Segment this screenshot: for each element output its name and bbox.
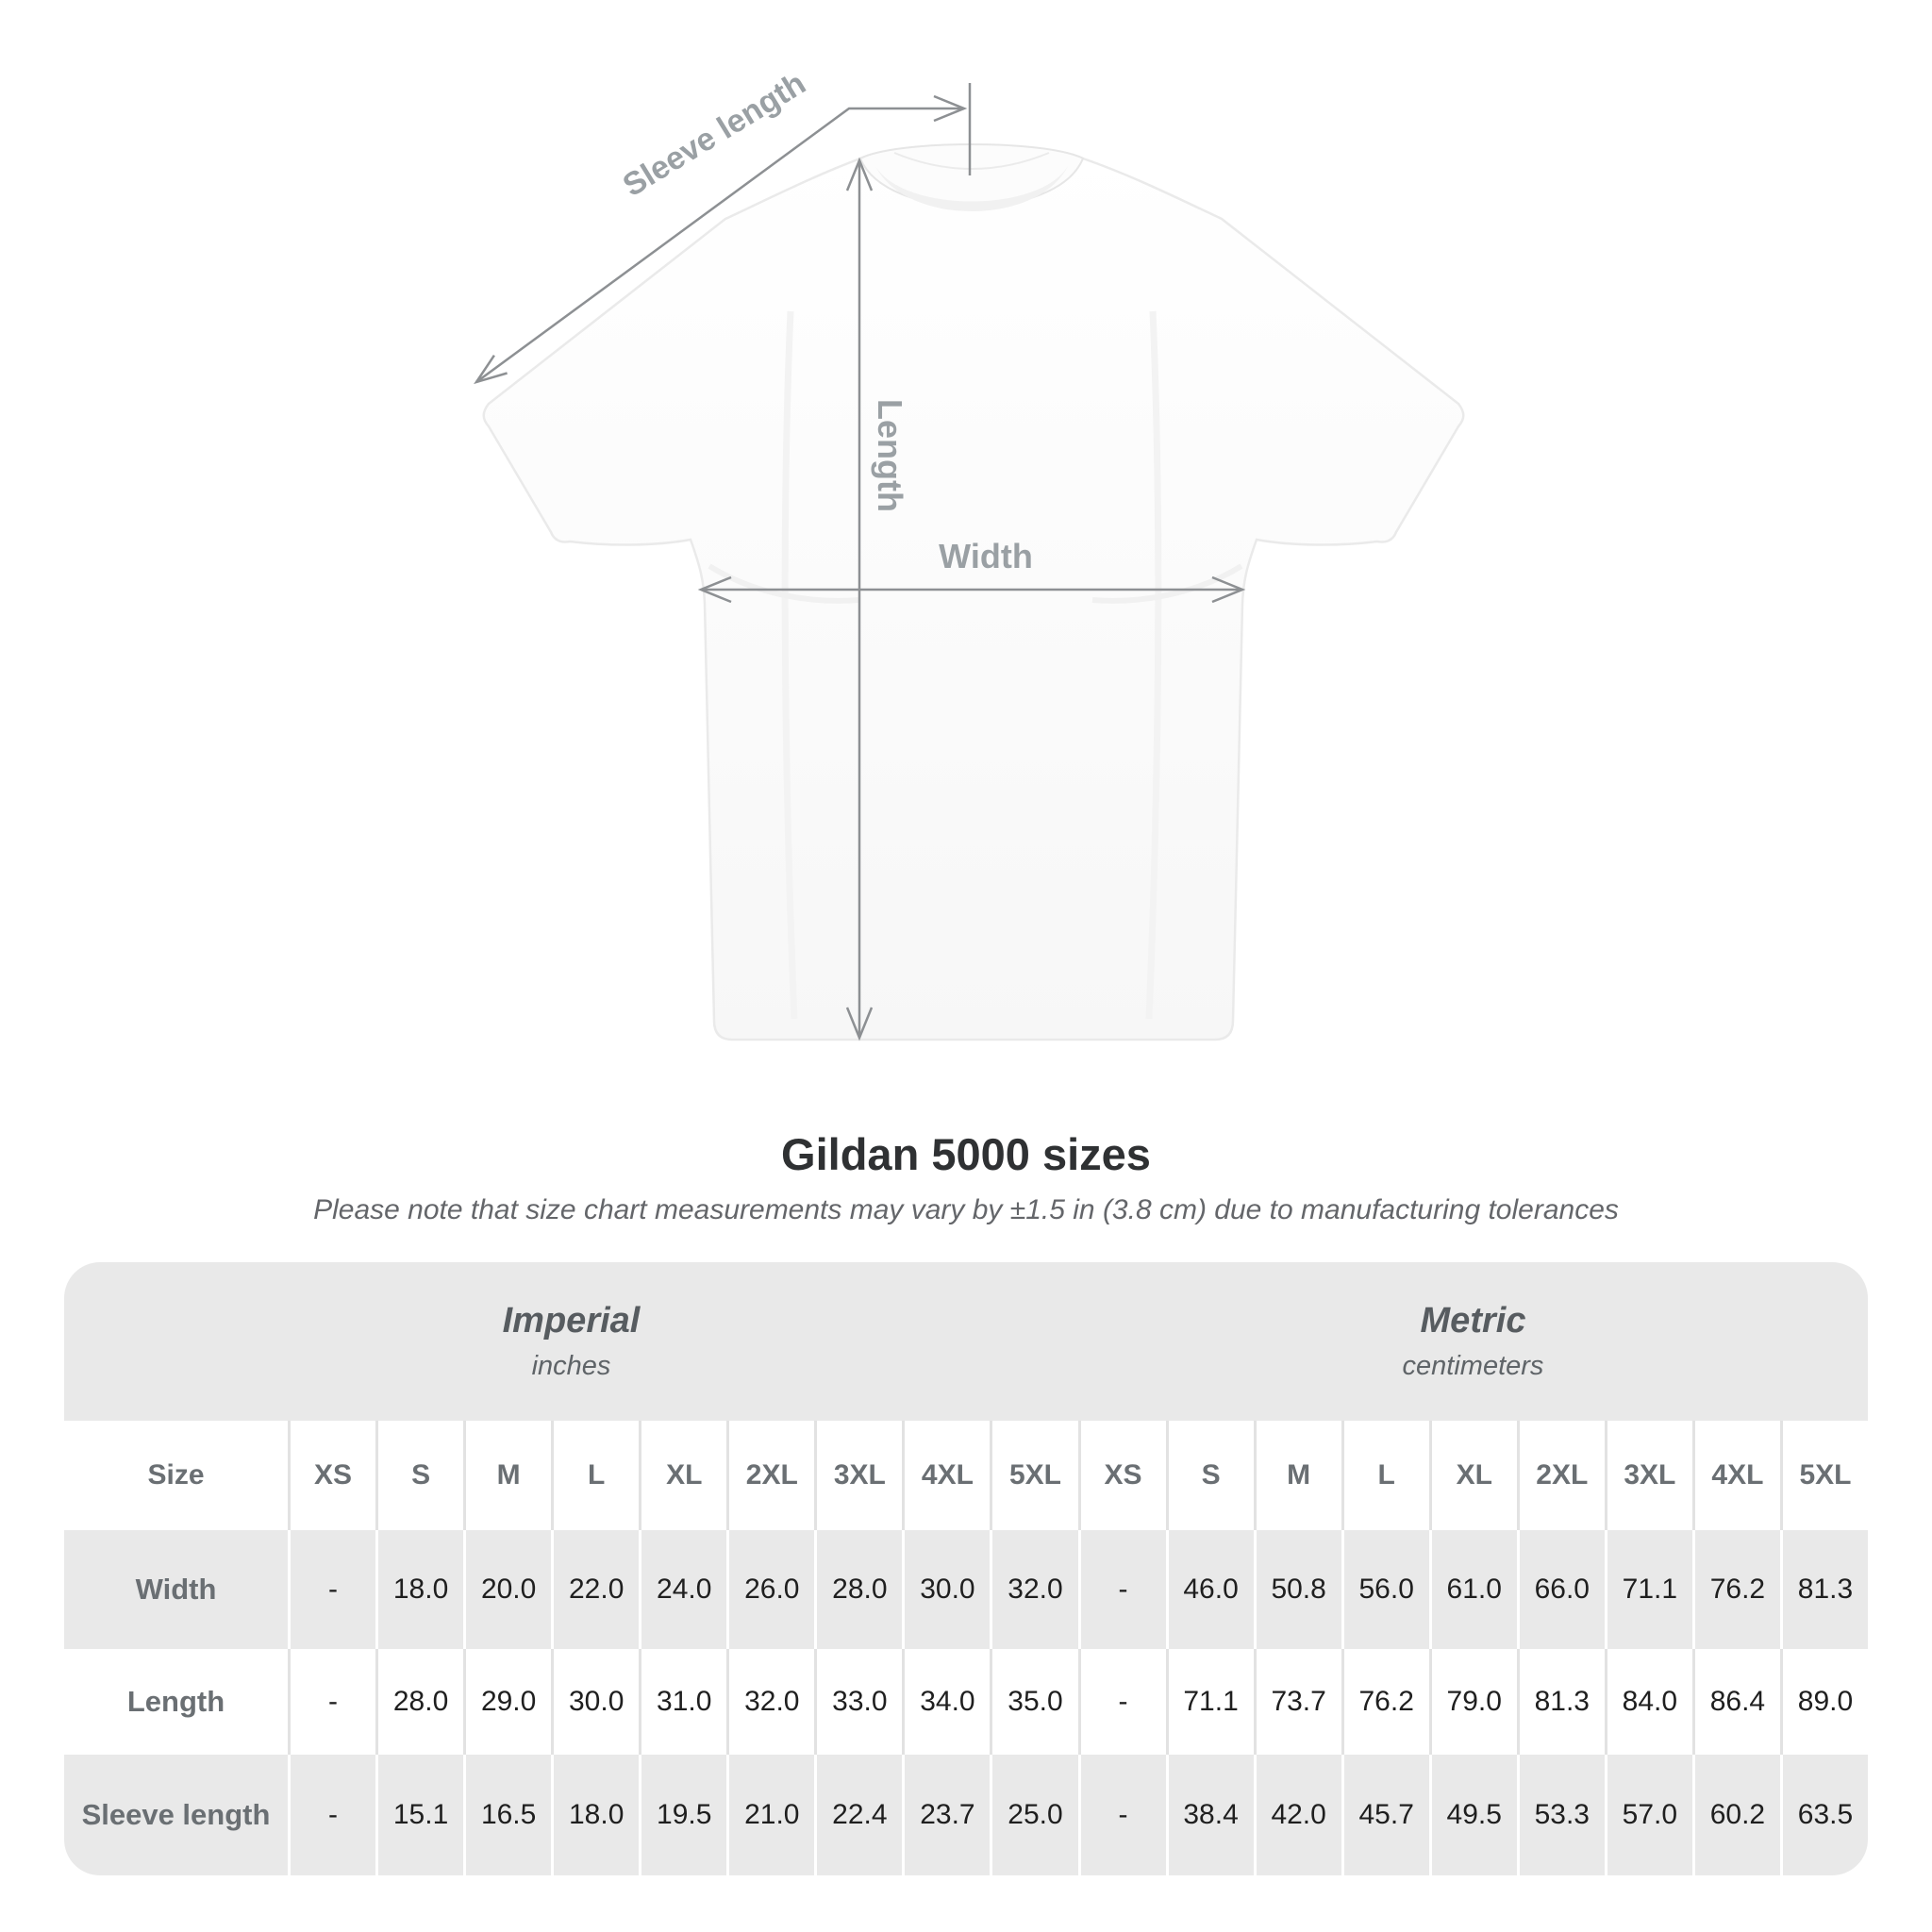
size-header-row: Size XS S M L XL 2XL 3XL 4XL 5XL XS S M L XL 2XL 3XL 4XL 5… <box>64 1421 1868 1530</box>
imperial-group-header: Imperial inches <box>64 1262 1078 1421</box>
metric-value-cell: 63.5 <box>1779 1755 1868 1875</box>
metric-value-cell: 61.0 <box>1428 1530 1517 1649</box>
metric-size-header: M <box>1253 1421 1341 1530</box>
metric-value-cell: 79.0 <box>1428 1649 1517 1755</box>
metric-value-cell: 76.2 <box>1691 1530 1780 1649</box>
imperial-value-cell: - <box>288 1755 375 1875</box>
imperial-value-cell: 30.0 <box>902 1530 990 1649</box>
imperial-value-cell: 25.0 <box>990 1755 1077 1875</box>
imperial-group-unit: inches <box>531 1351 611 1381</box>
size-column-header: Size <box>147 1459 205 1491</box>
imperial-value-cell: 18.0 <box>551 1755 639 1875</box>
imperial-value-cell: 32.0 <box>990 1530 1077 1649</box>
metric-value-cell: 76.2 <box>1341 1649 1429 1755</box>
metric-value-cell: 81.3 <box>1779 1530 1868 1649</box>
metric-size-header: S <box>1165 1421 1254 1530</box>
measurement-row-label: Width <box>135 1573 217 1606</box>
imperial-value-cell: 15.1 <box>375 1755 463 1875</box>
imperial-size-header: 2XL <box>726 1421 814 1530</box>
imperial-size-header: S <box>375 1421 463 1530</box>
imperial-value-cell: 26.0 <box>726 1530 814 1649</box>
metric-size-header: L <box>1341 1421 1429 1530</box>
imperial-value-cell: 34.0 <box>902 1649 990 1755</box>
imperial-value-cell: 28.0 <box>814 1530 902 1649</box>
metric-value-cell: 56.0 <box>1341 1530 1429 1649</box>
imperial-value-cell: 16.5 <box>463 1755 551 1875</box>
imperial-value-cell: - <box>288 1649 375 1755</box>
metric-size-header: XL <box>1428 1421 1517 1530</box>
imperial-group-name: Imperial <box>502 1301 641 1341</box>
sleeve-length-row: Sleeve length -15.1 16.5 18.0 19.5 21.0 22.4 23… <box>64 1755 1868 1875</box>
imperial-value-cell: 22.0 <box>551 1530 639 1649</box>
metric-value-cell: 86.4 <box>1691 1649 1780 1755</box>
metric-value-cell: 89.0 <box>1779 1649 1868 1755</box>
metric-value-cell: 53.3 <box>1516 1755 1605 1875</box>
width-row: Width -18.0 20.0 22.0 24.0 26.0 28.0 30.0 32.0-4… <box>64 1530 1868 1649</box>
metric-value-cell: 57.0 <box>1604 1755 1692 1875</box>
metric-size-header: XS <box>1077 1421 1166 1530</box>
imperial-value-cell: 33.0 <box>814 1649 902 1755</box>
metric-size-header: 4XL <box>1691 1421 1780 1530</box>
metric-value-cell: - <box>1077 1755 1166 1875</box>
metric-value-cell: - <box>1077 1649 1166 1755</box>
tolerance-note: Please note that size chart measurements… <box>313 1194 1619 1225</box>
metric-size-header: 2XL <box>1516 1421 1605 1530</box>
imperial-value-cell: 32.0 <box>726 1649 814 1755</box>
imperial-value-cell: 23.7 <box>902 1755 990 1875</box>
imperial-size-header: 4XL <box>902 1421 990 1530</box>
metric-group-unit: centimeters <box>1402 1351 1544 1381</box>
metric-value-cell: - <box>1077 1530 1166 1649</box>
metric-value-cell: 46.0 <box>1165 1530 1254 1649</box>
metric-value-cell: 71.1 <box>1604 1530 1692 1649</box>
metric-group-header: Metric centimeters <box>1078 1262 1868 1421</box>
imperial-value-cell: 21.0 <box>726 1755 814 1875</box>
tshirt-illustration <box>482 143 1465 1041</box>
metric-size-header: 3XL <box>1604 1421 1692 1530</box>
imperial-value-cell: 20.0 <box>463 1530 551 1649</box>
imperial-value-cell: 29.0 <box>463 1649 551 1755</box>
imperial-size-header: 5XL <box>990 1421 1077 1530</box>
imperial-size-header: 3XL <box>814 1421 902 1530</box>
length-label: Length <box>871 399 909 512</box>
imperial-value-cell: 30.0 <box>551 1649 639 1755</box>
imperial-value-cell: 18.0 <box>375 1530 463 1649</box>
imperial-value-cell: 22.4 <box>814 1755 902 1875</box>
metric-value-cell: 84.0 <box>1604 1649 1692 1755</box>
length-dimension: Length <box>845 157 909 1041</box>
measurement-row-label: Sleeve length <box>81 1798 271 1831</box>
imperial-size-header: L <box>551 1421 639 1530</box>
page-title: Gildan 5000 sizes <box>781 1129 1151 1179</box>
metric-value-cell: 49.5 <box>1428 1755 1517 1875</box>
imperial-value-cell: 19.5 <box>639 1755 726 1875</box>
metric-group-name: Metric <box>1420 1301 1526 1341</box>
width-dimension: Width <box>697 537 1246 604</box>
imperial-size-header: M <box>463 1421 551 1530</box>
imperial-value-cell: 28.0 <box>375 1649 463 1755</box>
metric-value-cell: 66.0 <box>1516 1530 1605 1649</box>
metric-value-cell: 73.7 <box>1253 1649 1341 1755</box>
size-table: Imperial inches Metric centimeters Size X… <box>64 1262 1868 1875</box>
metric-value-cell: 38.4 <box>1165 1755 1254 1875</box>
metric-size-header: 5XL <box>1779 1421 1868 1530</box>
metric-value-cell: 45.7 <box>1341 1755 1429 1875</box>
length-row: Length -28.0 29.0 30.0 31.0 32.0 33.0 34.0 35.0-… <box>64 1649 1868 1755</box>
imperial-value-cell: 35.0 <box>990 1649 1077 1755</box>
imperial-size-header: XL <box>639 1421 726 1530</box>
imperial-value-cell: 31.0 <box>639 1649 726 1755</box>
imperial-value-cell: - <box>288 1530 375 1649</box>
unit-group-header-row: Imperial inches Metric centimeters <box>64 1262 1868 1421</box>
metric-value-cell: 50.8 <box>1253 1530 1341 1649</box>
imperial-size-header: XS <box>288 1421 375 1530</box>
metric-value-cell: 60.2 <box>1691 1755 1780 1875</box>
width-label: Width <box>939 537 1033 575</box>
imperial-value-cell: 24.0 <box>639 1530 726 1649</box>
sleeve-length-label: Sleeve length <box>617 65 812 204</box>
metric-value-cell: 71.1 <box>1165 1649 1254 1755</box>
measurement-row-label: Length <box>126 1685 225 1718</box>
metric-value-cell: 81.3 <box>1516 1649 1605 1755</box>
metric-value-cell: 42.0 <box>1253 1755 1341 1875</box>
